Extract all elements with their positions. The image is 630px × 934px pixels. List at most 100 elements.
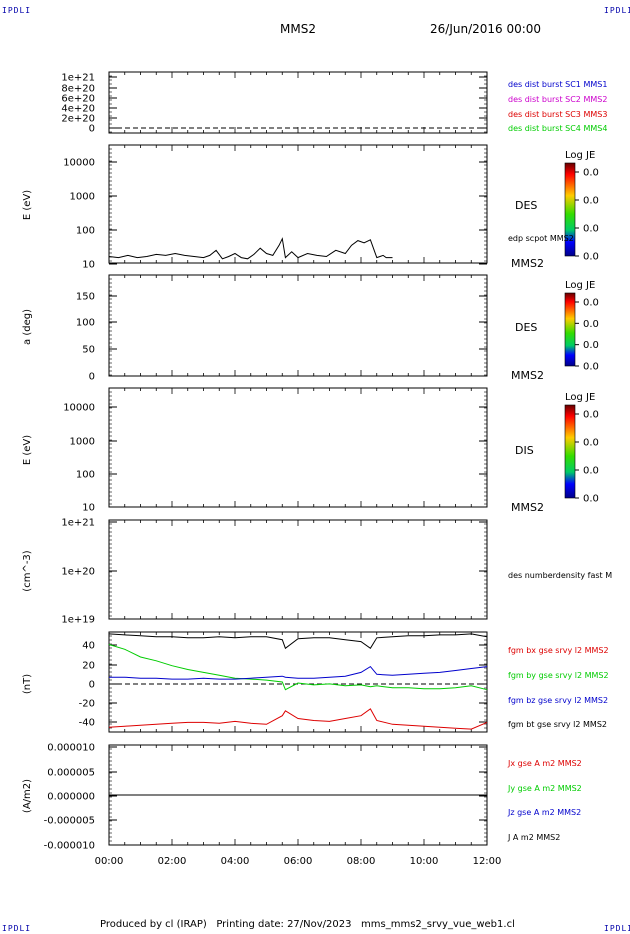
- colorbar-title: Log JE: [565, 280, 595, 291]
- colorbar-tick-label: 0.0: [583, 196, 599, 207]
- x-tick-label: 06:00: [284, 856, 313, 867]
- colorbar: [564, 292, 576, 367]
- colorbar-title: Log JE: [565, 392, 595, 403]
- legend-entry: des dist burst SC1 MMS1: [508, 80, 607, 89]
- legend-entry: fgm bt gse srvy l2 MMS2: [508, 720, 607, 729]
- x-tick-label: 10:00: [410, 856, 439, 867]
- y-tick-label: 1000: [70, 437, 95, 448]
- y-tick-label: -40: [79, 718, 95, 729]
- legend-entry: fgm bx gse srvy l2 MMS2: [508, 646, 609, 655]
- series-line: [108, 644, 488, 691]
- y-axis-label: (A/m2): [22, 779, 33, 813]
- y-tick-label: 0.000005: [47, 768, 95, 779]
- series-line: [108, 633, 488, 650]
- y-axis-label: (cm^-3): [22, 550, 33, 591]
- y-tick-label: 0.000000: [47, 792, 95, 803]
- legend-entry: Jy gse A m2 MMS2: [507, 784, 582, 793]
- spacecraft-label: MMS2: [511, 257, 544, 270]
- corner-label-top-right: IPDLI: [604, 6, 630, 15]
- colorbar-tick-label: 0.0: [583, 340, 599, 351]
- colorbar-tick-label: 0.0: [583, 362, 599, 373]
- panel-frame: [108, 631, 488, 733]
- legend-entry: des numberdensity fast M: [508, 571, 612, 580]
- corner-label-bottom-right: IPDLI: [604, 924, 630, 933]
- x-tick-label: 02:00: [158, 856, 187, 867]
- x-tick-label: 08:00: [347, 856, 376, 867]
- y-tick-label: 10000: [63, 403, 95, 414]
- footer-credits: Produced by cl (IRAP) Printing date: 27/…: [100, 919, 515, 930]
- series-line: [108, 708, 488, 730]
- instrument-label: DES: [515, 199, 537, 212]
- y-tick-label: 1e+20: [61, 567, 95, 578]
- spacecraft-label: MMS2: [511, 501, 544, 514]
- colorbar-tick-label: 0.0: [583, 410, 599, 421]
- spacecraft-label: MMS2: [511, 369, 544, 382]
- y-tick-label: 1000: [70, 192, 95, 203]
- x-tick-label: 12:00: [473, 856, 502, 867]
- legend-entry: Jz gse A m2 MMS2: [507, 808, 581, 817]
- legend-entry: J A m2 MMS2: [507, 833, 560, 842]
- y-tick-label: 0: [89, 680, 95, 691]
- y-tick-label: 20: [82, 661, 95, 672]
- y-tick-label: 6e+20: [61, 94, 95, 105]
- panel-frame: [108, 519, 488, 620]
- y-tick-label: 50: [82, 345, 95, 356]
- y-tick-label: 1e+21: [61, 518, 95, 529]
- y-tick-label: 10000: [63, 158, 95, 169]
- y-axis-label: E (eV): [22, 435, 33, 465]
- y-tick-label: 40: [82, 641, 95, 652]
- y-tick-label: 1e+21: [61, 73, 95, 84]
- colorbar-tick-label: 0.0: [583, 224, 599, 235]
- instrument-label: DES: [515, 321, 537, 334]
- legend-entry: fgm bz gse srvy l2 MMS2: [508, 696, 608, 705]
- legend-entry: des dist burst SC3 MMS3: [508, 110, 607, 119]
- y-tick-label: 0.000010: [47, 743, 95, 754]
- legend-entry: des dist burst SC4 MMS4: [508, 124, 607, 133]
- legend-entry: Jx gse A m2 MMS2: [507, 759, 582, 768]
- y-tick-label: 1e+19: [61, 615, 95, 626]
- y-tick-label: 100: [76, 226, 95, 237]
- y-tick-label: 10: [82, 260, 95, 271]
- colorbar-tick-label: 0.0: [583, 319, 599, 330]
- panel-frame: [108, 274, 488, 377]
- y-tick-label: 8e+20: [61, 84, 95, 95]
- y-tick-label: 0: [89, 372, 95, 383]
- spacecraft-title: MMS2: [280, 22, 316, 36]
- y-tick-label: -0.000005: [44, 816, 95, 827]
- y-tick-label: 100: [76, 318, 95, 329]
- y-axis-label: a (deg): [22, 309, 33, 345]
- y-axis-label: E (eV): [22, 190, 33, 220]
- panel-frame: [108, 387, 488, 508]
- y-axis-label: (nT): [22, 674, 33, 694]
- date-title: 26/Jun/2016 00:00: [430, 22, 542, 36]
- panel-frame: [108, 71, 488, 134]
- colorbar-tick-label: 0.0: [583, 494, 599, 505]
- panel-frame: [108, 144, 488, 264]
- colorbar: [564, 162, 576, 257]
- legend-entry: des dist burst SC2 MMS2: [508, 95, 607, 104]
- corner-label-bottom-left: IPDLI: [2, 924, 32, 933]
- y-tick-label: 100: [76, 470, 95, 481]
- y-tick-label: 150: [76, 292, 95, 303]
- y-tick-label: 10: [82, 503, 95, 514]
- legend-entry: fgm by gse srvy l2 MMS2: [508, 671, 609, 680]
- x-tick-label: 04:00: [221, 856, 250, 867]
- colorbar-tick-label: 0.0: [583, 298, 599, 309]
- y-tick-label: -20: [79, 699, 95, 710]
- y-tick-label: 4e+20: [61, 104, 95, 115]
- y-tick-label: 0: [89, 124, 95, 135]
- colorbar-tick-label: 0.0: [583, 466, 599, 477]
- legend-entry: edp scpot MMS2: [508, 234, 574, 243]
- y-tick-label: 2e+20: [61, 114, 95, 125]
- series-line: [108, 237, 393, 260]
- colorbar-tick-label: 0.0: [583, 168, 599, 179]
- series-line: [109, 665, 488, 680]
- colorbar-tick-label: 0.0: [583, 438, 599, 449]
- y-tick-label: -0.000010: [44, 841, 95, 852]
- corner-label-top-left: IPDLI: [2, 6, 32, 15]
- colorbar: [564, 404, 576, 499]
- colorbar-tick-label: 0.0: [583, 252, 599, 263]
- instrument-label: DIS: [515, 444, 534, 457]
- colorbar-title: Log JE: [565, 150, 595, 161]
